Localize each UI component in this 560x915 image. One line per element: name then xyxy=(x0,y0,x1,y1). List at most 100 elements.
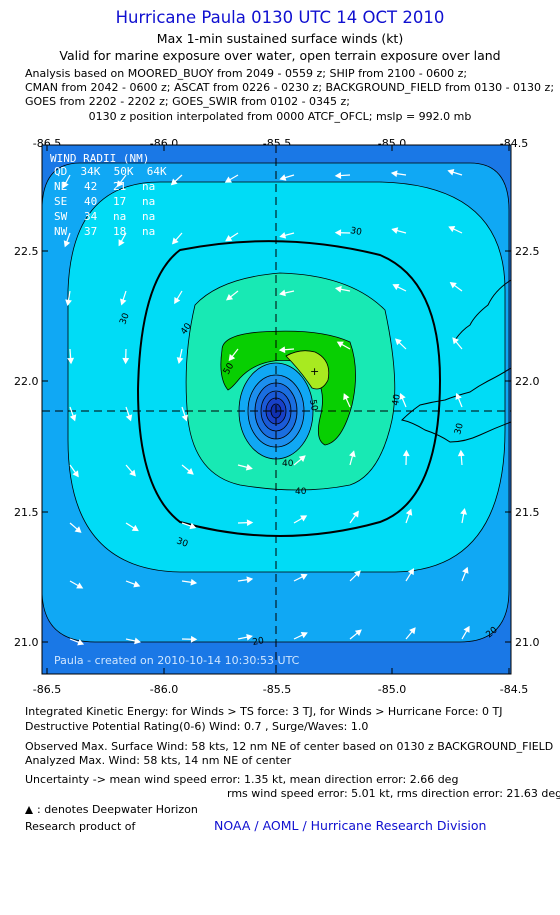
wind-vector-head xyxy=(462,566,469,574)
analysis-line: GOES from 2202 - 2202 z; GOES_SWIR from … xyxy=(25,95,351,108)
wind-vector-head xyxy=(447,169,455,176)
deepwater-icon xyxy=(25,806,33,814)
wind-vector-head xyxy=(171,237,179,245)
wind-vector-head xyxy=(391,227,399,234)
wind-vector-head xyxy=(409,627,416,635)
wind-radii-34k: 34 xyxy=(84,210,98,223)
wind-vector-head xyxy=(176,357,184,364)
contour-label: 40 xyxy=(295,487,307,497)
wind-vector-head xyxy=(336,341,344,348)
max-wind-marker: + xyxy=(310,365,319,378)
wind-vector-head xyxy=(298,455,306,462)
wind-radii-quadrant: SE xyxy=(54,195,67,208)
wind-vector-head xyxy=(334,229,342,237)
wind-vector-head xyxy=(72,470,79,478)
wind-ring-55 xyxy=(285,350,330,390)
wind-map: -86.5 -86.0 -85.5 -85.0 -84.5 30 30 30 4… xyxy=(14,137,540,696)
wind-vector-head xyxy=(300,573,308,580)
wind-vector-head xyxy=(300,632,308,639)
validity-note: Valid for marine exposure over water, op… xyxy=(59,48,501,63)
wind-radii-64k: na xyxy=(142,180,155,193)
wind-vector-head xyxy=(77,639,85,646)
wind-vector-head xyxy=(278,346,286,354)
wind-vector-head xyxy=(463,625,470,633)
wind-vector-head xyxy=(174,296,181,305)
coastline xyxy=(400,279,511,443)
deepwater-legend: : denotes Deepwater Horizon xyxy=(25,803,198,816)
wind-vector-head xyxy=(399,392,406,400)
contour-label: 40 xyxy=(282,459,294,469)
wind-vector-head xyxy=(352,510,359,518)
wind-radii-64k: na xyxy=(142,225,155,238)
wind-vector-head xyxy=(460,507,467,515)
wind-vectors xyxy=(62,169,470,646)
lat-tick-left: 21.5 xyxy=(14,506,39,519)
wind-vector-head xyxy=(343,393,350,401)
wind-vector-head xyxy=(170,178,178,186)
wind-vector-head xyxy=(67,357,75,365)
research-label: Research product of xyxy=(25,820,136,833)
wind-vector-head xyxy=(279,174,287,181)
wind-radii-64k: na xyxy=(142,210,155,223)
wind-vector-head xyxy=(226,293,234,301)
wind-radii-50k: 18 xyxy=(113,225,126,238)
contour-label: 20 xyxy=(252,636,265,648)
wind-vector-head xyxy=(134,637,141,645)
wind-radii-64k: na xyxy=(142,195,155,208)
wind-vector-head xyxy=(74,526,82,533)
lon-tick-bottom: -85.5 xyxy=(263,683,291,696)
wind-vector-head xyxy=(300,515,308,522)
wind-radii-50k: na xyxy=(113,210,126,223)
wind-vector-head xyxy=(349,450,356,458)
wind-vector-head xyxy=(129,469,136,477)
wind-vector-head xyxy=(190,578,198,586)
wind-radii-quadrant: NW xyxy=(54,225,68,238)
noaa-credit: NOAA / AOML / Hurricane Research Divisio… xyxy=(214,818,487,833)
wind-radii-34k: 37 xyxy=(84,225,97,238)
wind-vector-head xyxy=(224,176,232,183)
lat-tick-right: 22.5 xyxy=(515,245,540,258)
analysis-line: Analysis based on MOORED_BUOY from 2049 … xyxy=(25,67,468,80)
lat-tick-left: 22.0 xyxy=(14,375,39,388)
wind-radii-50k: 17 xyxy=(113,195,126,208)
wind-radii-table: WIND RADII (NM) QD 34K 50K 64K NE 42 21 … xyxy=(50,152,167,238)
observed-max-wind: Observed Max. Surface Wind: 58 kts, 12 n… xyxy=(25,740,554,753)
contour-label: 30 xyxy=(453,422,466,436)
wind-vector-head xyxy=(279,289,286,297)
wind-vector-head xyxy=(116,180,124,188)
wind-vector-head xyxy=(279,232,287,239)
wind-vector-head xyxy=(181,414,189,422)
wind-vector-head xyxy=(407,568,415,576)
wind-vector-head xyxy=(190,635,198,643)
wind-vector-head xyxy=(133,580,141,588)
lat-tick-left: 21.0 xyxy=(14,636,39,649)
wind-vector-head xyxy=(186,468,194,475)
wind-radii-50k: 21 xyxy=(113,180,126,193)
wind-radii-title: WIND RADII (NM) xyxy=(50,152,149,165)
wind-radii-34k: 40 xyxy=(84,195,97,208)
dpr-line: Destructive Potential Rating(0-6) Wind: … xyxy=(25,720,369,733)
wind-vector-head xyxy=(395,338,402,346)
wind-vector-head xyxy=(62,181,69,189)
lon-tick-bottom: -84.5 xyxy=(500,683,528,696)
wind-ring-34 xyxy=(136,240,442,537)
wind-vector-head xyxy=(245,463,253,471)
contour-label: 50 xyxy=(307,399,319,412)
wind-vector-head xyxy=(228,353,236,362)
lat-tick-right: 22.0 xyxy=(515,375,540,388)
wind-vector-head xyxy=(189,522,197,530)
wind-vector-head xyxy=(65,299,72,307)
wind-vector-head xyxy=(69,414,77,422)
wind-vector-head xyxy=(354,629,362,636)
uncertainty-line: Uncertainty -> mean wind speed error: 1.… xyxy=(25,773,459,786)
uncertainty-line: rms wind speed error: 5.01 kt, rms direc… xyxy=(227,787,560,800)
analyzed-max-wind: Analyzed Max. Wind: 58 kts, 14 nm NE of … xyxy=(25,754,292,767)
wind-vector-head xyxy=(246,519,254,527)
lat-tick-left: 22.5 xyxy=(14,245,39,258)
wind-vector-head xyxy=(354,570,361,578)
contour-label: 40 xyxy=(391,393,403,406)
wind-field: 30 30 30 40 40 40 50 50 40 30 20 20 + WI… xyxy=(42,145,511,674)
ike-line: Integrated Kinetic Energy: for Winds > T… xyxy=(25,705,503,718)
wind-vector-head xyxy=(402,449,410,457)
wind-vector-head xyxy=(120,298,127,306)
